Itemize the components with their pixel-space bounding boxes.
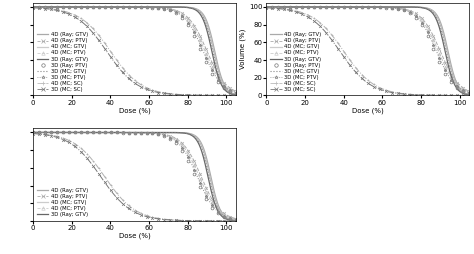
Legend: 4D (Ray; GTV), 4D (Ray; PTV), 4D (MC; GTV), 4D (MC; PTV), 3D (Ray; GTV): 4D (Ray; GTV), 4D (Ray; PTV), 4D (MC; GT… [36, 187, 89, 218]
X-axis label: Dose (%): Dose (%) [118, 107, 150, 114]
Y-axis label: Volume (%): Volume (%) [239, 29, 246, 69]
Legend: 4D (Ray; GTV), 4D (Ray; PTV), 4D (MC; GTV), 4D (MC; PTV), 3D (Ray; GTV), 3D (Ray: 4D (Ray; GTV), 4D (Ray; PTV), 4D (MC; GT… [269, 31, 322, 93]
X-axis label: Dose (%): Dose (%) [118, 232, 150, 239]
Legend: 4D (Ray; GTV), 4D (Ray; PTV), 4D (MC; GTV), 4D (MC; PTV), 3D (Ray; GTV), 3D (Ray: 4D (Ray; GTV), 4D (Ray; PTV), 4D (MC; GT… [36, 31, 89, 93]
X-axis label: Dose (%): Dose (%) [352, 107, 384, 114]
